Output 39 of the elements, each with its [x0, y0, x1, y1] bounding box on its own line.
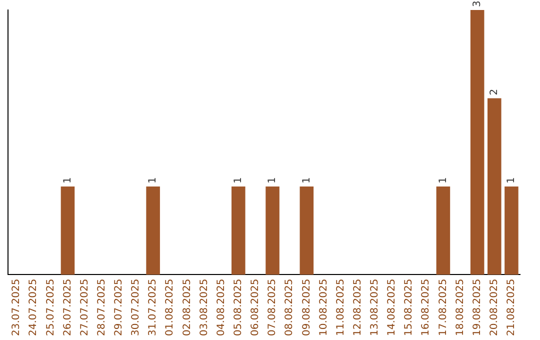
x-tick-label: 23.07.2025	[11, 278, 22, 336]
x-tick-label: 07.08.2025	[267, 278, 278, 336]
data-label: 1	[506, 177, 518, 184]
x-tick-label: 06.08.2025	[250, 278, 262, 336]
x-tick-label: 05.08.2025	[232, 278, 244, 336]
x-tick-label: 24.07.2025	[28, 278, 40, 336]
x-tick-label: 15.08.2025	[404, 278, 415, 336]
x-tick-label: 10.08.2025	[318, 278, 330, 336]
data-label: 3	[472, 0, 483, 7]
x-tick-label: 18.08.2025	[454, 278, 466, 336]
x-tick-label: 13.08.2025	[370, 278, 381, 336]
x-tick-label: 30.07.2025	[130, 278, 142, 336]
x-tick-label: 08.08.2025	[284, 278, 296, 336]
x-tick-label: 14.08.2025	[386, 278, 398, 336]
data-label: 2	[488, 88, 500, 96]
data-label: 1	[232, 177, 244, 184]
x-tick-label: 16.08.2025	[420, 278, 432, 336]
data-label: 1	[438, 177, 449, 184]
data-label: 1	[148, 177, 159, 184]
x-tick-label: 27.07.2025	[79, 278, 90, 336]
x-tick-label: 02.08.2025	[182, 278, 193, 336]
x-tick-label: 03.08.2025	[198, 278, 210, 336]
data-label: 1	[62, 177, 74, 184]
x-tick-label: 21.08.2025	[506, 278, 518, 336]
x-tick-label: 25.07.2025	[45, 278, 56, 336]
x-tick-label: 19.08.2025	[472, 278, 483, 336]
x-tick-label: 04.08.2025	[216, 278, 227, 336]
x-tick-label: 17.08.2025	[438, 278, 449, 336]
x-tick-label: 01.08.2025	[164, 278, 176, 336]
x-tick-label: 26.07.2025	[62, 278, 74, 336]
x-tick-label: 12.08.2025	[352, 278, 364, 336]
x-tick-label: 28.07.2025	[96, 278, 108, 336]
x-tick-label: 29.07.2025	[114, 278, 125, 336]
x-tick-label: 20.08.2025	[488, 278, 500, 336]
x-tick-label: 31.07.2025	[148, 278, 159, 336]
x-tick-label: 11.08.2025	[335, 278, 346, 336]
x-tick-label: 09.08.2025	[301, 278, 312, 336]
data-label: 1	[267, 177, 278, 184]
data-label: 1	[301, 177, 312, 184]
